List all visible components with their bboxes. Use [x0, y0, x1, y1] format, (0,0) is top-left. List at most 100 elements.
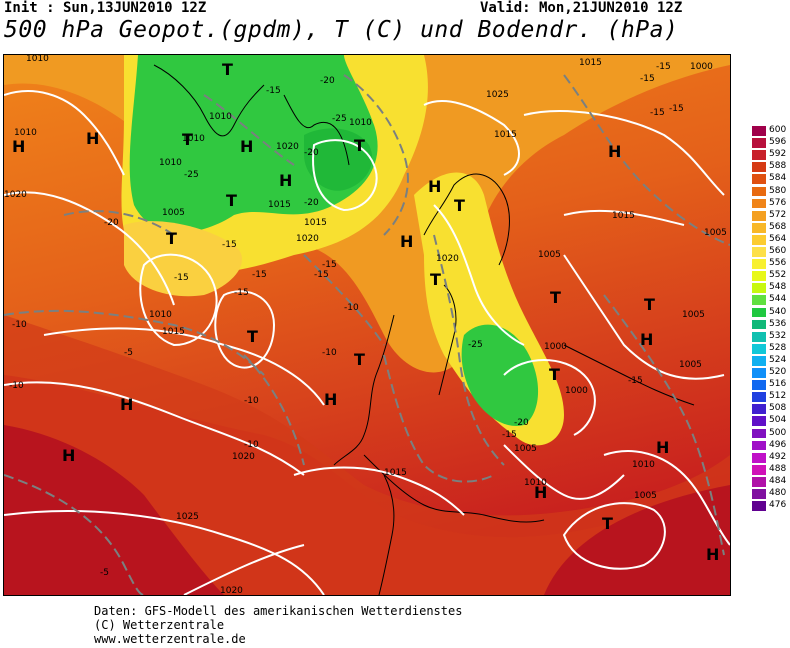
legend-swatch	[752, 416, 766, 427]
legend-swatch	[752, 392, 766, 403]
legend-swatch	[752, 440, 766, 451]
isobar-label: 1000	[690, 62, 713, 72]
legend-value: 568	[769, 221, 787, 232]
isotherm-label: -10	[244, 396, 259, 406]
isotherm-label: -15	[222, 240, 237, 250]
isotherm-label: -5	[124, 348, 133, 358]
low-pressure-marker: T	[550, 288, 561, 307]
legend-value: 596	[769, 137, 787, 148]
legend-swatch	[752, 331, 766, 342]
isobar-label: 1020	[436, 254, 459, 264]
legend-entry: 500	[752, 428, 790, 439]
isobar-label: 1020	[232, 452, 255, 462]
legend-swatch	[752, 489, 766, 499]
legend-value: 480	[769, 488, 787, 498]
legend-entry: 568	[752, 221, 790, 233]
isobar-label: 1005	[704, 228, 727, 238]
legend-swatch	[752, 162, 766, 173]
high-pressure-marker: H	[608, 142, 621, 161]
low-pressure-marker: T	[430, 270, 441, 289]
isobar-label: 1010	[14, 128, 37, 138]
legend-entry: 572	[752, 210, 790, 221]
legend-value: 528	[769, 342, 787, 353]
low-pressure-marker: T	[454, 196, 465, 215]
isobar-label: 1005	[514, 444, 537, 454]
data-source-line: Daten: GFS-Modell des amerikanischen Wet…	[94, 604, 463, 618]
high-pressure-marker: H	[706, 545, 719, 564]
legend-entry: 504	[752, 415, 790, 427]
isotherm-label: -15	[266, 86, 281, 96]
isobar-label: 1010	[182, 134, 205, 144]
legend-value: 600	[769, 125, 787, 135]
isobar-label: 1010	[159, 158, 182, 168]
isobar-label: 1005	[538, 250, 561, 260]
legend-entry: 520	[752, 368, 790, 378]
isotherm-label: -20	[320, 76, 335, 86]
high-pressure-marker: H	[428, 177, 441, 196]
legend-swatch	[752, 368, 766, 378]
isotherm-label: -25	[332, 114, 347, 124]
legend-swatch	[752, 452, 766, 463]
isobar-label: 1015	[384, 468, 407, 478]
legend-swatch	[752, 428, 766, 439]
isobar-label: 1000	[544, 342, 567, 352]
isotherms	[4, 74, 730, 595]
isobar-label: 1010	[149, 310, 172, 320]
valid-time: Valid: Mon,21JUN2010 12Z	[480, 0, 683, 16]
isotherm-label: -15	[502, 430, 517, 440]
pressure-systems: H H H H H H H H H H H H H H T T T T T T …	[12, 60, 719, 564]
low-pressure-marker: T	[644, 295, 655, 314]
isobar-label: 1015	[162, 327, 185, 337]
legend-entry: 536	[752, 319, 790, 330]
legend-swatch	[752, 319, 766, 330]
isobar-label: 1020	[4, 190, 27, 200]
low-pressure-marker: T	[247, 327, 258, 346]
isobar-label: 1015	[268, 200, 291, 210]
isobar-label: 1000	[565, 386, 588, 396]
legend-swatch	[752, 138, 766, 148]
low-pressure-marker: T	[226, 191, 237, 210]
high-pressure-marker: H	[12, 137, 25, 156]
legend-swatch	[752, 404, 766, 415]
legend-entry: 480	[752, 489, 790, 499]
field-540-north	[129, 55, 378, 233]
legend-value: 504	[769, 415, 787, 426]
legend-value: 588	[769, 161, 787, 172]
legend-entry: 584	[752, 174, 790, 185]
legend-swatch	[752, 355, 766, 366]
high-pressure-marker: H	[640, 330, 653, 349]
legend-entry: 588	[752, 161, 790, 173]
isobar-label: 1010	[632, 460, 655, 470]
low-pressure-marker: T	[166, 229, 177, 248]
high-pressure-marker: H	[240, 137, 253, 156]
legend-entry: 528	[752, 342, 790, 354]
legend-entry: 592	[752, 150, 790, 161]
legend-entry: 496	[752, 440, 790, 451]
legend-value: 556	[769, 258, 787, 269]
isobar-label: 1005	[162, 208, 185, 218]
legend-value: 492	[769, 451, 787, 462]
legend-entry: 476	[752, 501, 790, 511]
isobar-label: 1010	[349, 118, 372, 128]
map-title: 500 hPa Geopot.(gpdm), T (C) und Bodendr…	[4, 17, 679, 43]
isotherm-label: -15	[322, 260, 337, 270]
isobar-label: 1020	[220, 586, 243, 595]
weather-map: 1010 1015 1025 1015 1000 1010 1010 1010 …	[3, 54, 731, 596]
isobar-label: 1025	[176, 512, 199, 522]
high-pressure-marker: H	[120, 395, 133, 414]
low-pressure-marker: T	[602, 514, 613, 533]
isotherm-label: -15	[628, 376, 643, 386]
legend-swatch	[752, 150, 766, 161]
legend-entry: 548	[752, 282, 790, 294]
legend-entry: 600	[752, 126, 790, 136]
legend-value: 516	[769, 379, 787, 390]
legend-swatch	[752, 247, 766, 257]
isobar-label: 1015	[494, 130, 517, 140]
legend-entry: 492	[752, 451, 790, 463]
high-pressure-marker: H	[279, 171, 292, 190]
init-time: Init : Sun,13JUN2010 12Z	[4, 0, 207, 16]
legend-value: 548	[769, 282, 787, 293]
high-pressure-marker: H	[400, 232, 413, 251]
isobar-label: 1020	[276, 142, 299, 152]
isobar-label: 1010	[209, 112, 232, 122]
